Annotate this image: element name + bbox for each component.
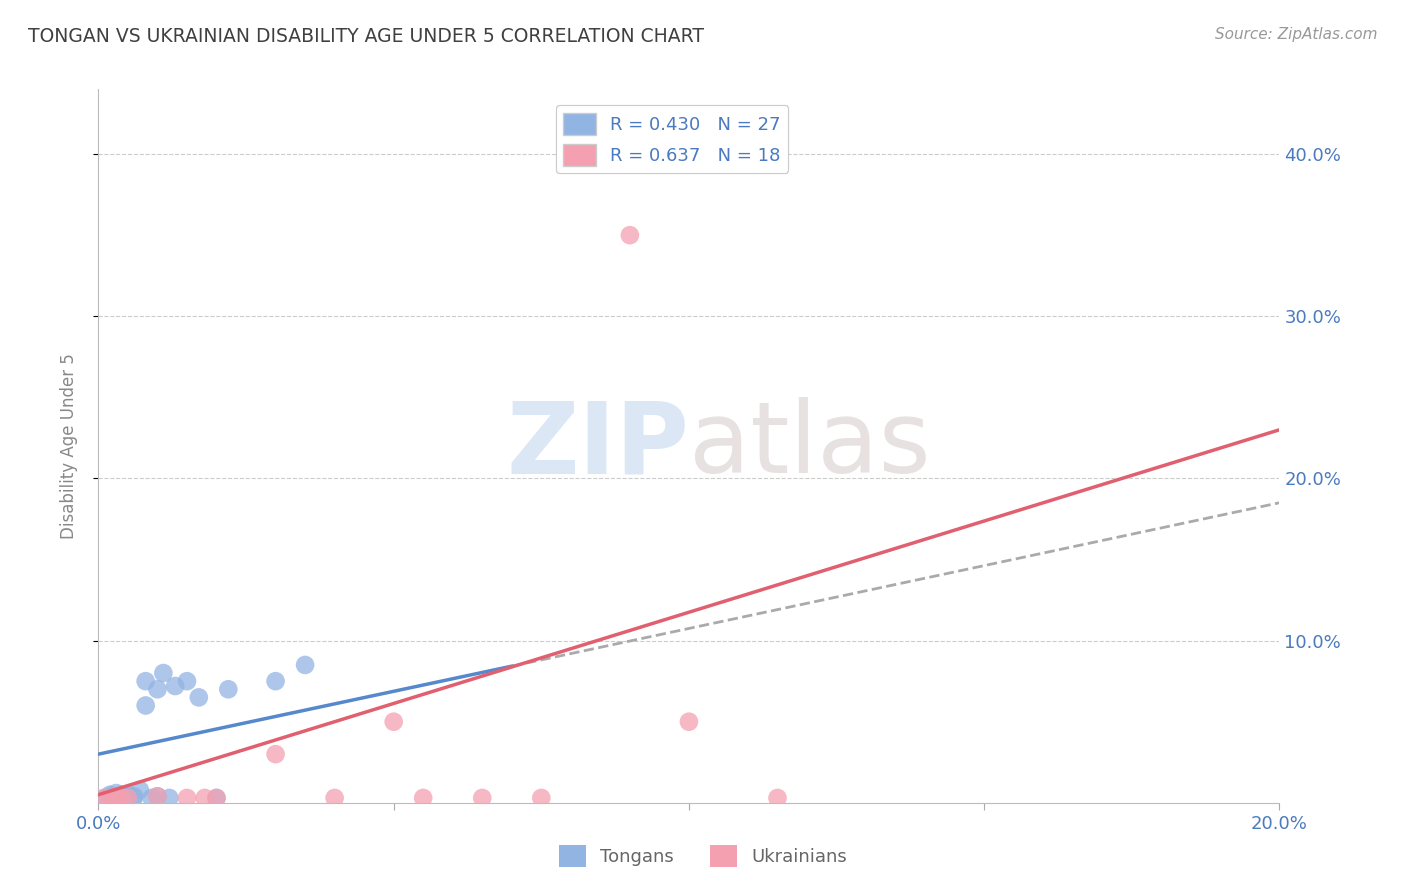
Legend: Tongans, Ukrainians: Tongans, Ukrainians (551, 838, 855, 874)
Text: TONGAN VS UKRAINIAN DISABILITY AGE UNDER 5 CORRELATION CHART: TONGAN VS UKRAINIAN DISABILITY AGE UNDER… (28, 27, 704, 45)
Text: ZIP: ZIP (506, 398, 689, 494)
Point (93, 791, 115, 805)
Text: Source: ZipAtlas.com: Source: ZipAtlas.com (1215, 27, 1378, 42)
Text: atlas: atlas (689, 398, 931, 494)
Point (98, 788, 121, 802)
Point (117, 791, 139, 805)
Point (382, 714, 405, 729)
Point (98, 789, 121, 804)
Point (105, 789, 128, 804)
Point (323, 791, 346, 805)
Point (122, 791, 145, 805)
Point (135, 674, 157, 689)
Point (146, 682, 169, 697)
Point (105, 786, 128, 800)
Point (187, 690, 209, 705)
Legend: R = 0.430   N = 27, R = 0.637   N = 18: R = 0.430 N = 27, R = 0.637 N = 18 (557, 105, 789, 173)
Point (412, 791, 434, 805)
Point (111, 789, 134, 804)
Point (117, 788, 139, 802)
Point (135, 698, 157, 713)
Point (146, 789, 169, 804)
Point (165, 679, 187, 693)
Point (176, 674, 198, 689)
Point (264, 747, 287, 761)
Point (678, 714, 700, 729)
Point (111, 791, 134, 805)
Point (111, 788, 134, 802)
Point (117, 791, 139, 805)
Point (98, 791, 121, 805)
Point (205, 791, 228, 805)
Point (471, 791, 494, 805)
Point (152, 666, 174, 681)
Point (117, 789, 139, 804)
Point (264, 674, 287, 689)
Y-axis label: Disability Age Under 5: Disability Age Under 5 (59, 353, 77, 539)
Point (530, 791, 553, 805)
Point (146, 789, 169, 804)
Point (105, 791, 128, 805)
Point (619, 228, 641, 243)
Point (194, 791, 217, 805)
Point (141, 791, 163, 805)
Point (766, 791, 789, 805)
Point (217, 682, 239, 697)
Point (157, 791, 180, 805)
Point (93, 791, 115, 805)
Point (122, 789, 145, 804)
Point (294, 657, 316, 672)
Point (128, 782, 150, 797)
Point (176, 791, 198, 805)
Point (205, 791, 228, 805)
